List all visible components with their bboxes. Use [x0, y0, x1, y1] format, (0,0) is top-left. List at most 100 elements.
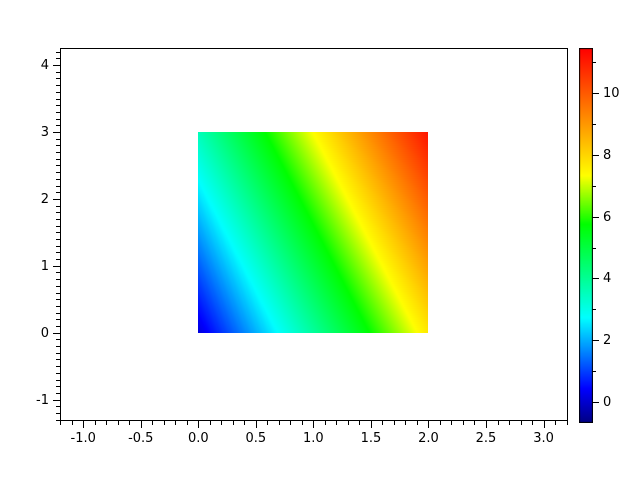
x-minor-tick	[566, 421, 568, 425]
x-major-tick	[313, 421, 315, 428]
x-minor-tick	[324, 421, 326, 425]
y-minor-tick	[56, 185, 60, 187]
x-minor-tick	[106, 421, 108, 425]
colorbar-tick-label: 6	[603, 209, 612, 225]
x-minor-tick	[94, 421, 96, 425]
y-minor-tick	[56, 125, 60, 127]
y-minor-tick	[56, 252, 60, 254]
x-tick-label: -1.0	[70, 431, 96, 446]
y-major-tick	[53, 198, 60, 200]
colorbar-tick-label: 0	[603, 394, 612, 410]
x-tick-label: 0.0	[187, 431, 209, 446]
x-minor-tick	[405, 421, 407, 425]
colorbar-tick-label: 8	[603, 147, 612, 163]
y-tick-label: 4	[40, 58, 49, 74]
x-minor-tick	[129, 421, 131, 425]
x-tick-label: 0.5	[245, 431, 267, 446]
x-minor-tick	[152, 421, 154, 425]
x-minor-tick	[520, 421, 522, 425]
x-minor-tick	[532, 421, 534, 425]
x-minor-tick	[278, 421, 280, 425]
colorbar-tick-label: 10	[603, 86, 620, 102]
y-minor-tick	[56, 218, 60, 220]
y-tick-label: -1	[36, 392, 49, 408]
x-minor-tick	[439, 421, 441, 425]
y-minor-tick	[56, 292, 60, 294]
y-minor-tick	[56, 259, 60, 261]
y-major-tick	[53, 132, 60, 133]
y-minor-tick	[56, 392, 60, 394]
y-minor-tick	[56, 339, 60, 341]
x-minor-tick	[497, 421, 499, 425]
y-minor-tick	[56, 379, 60, 381]
y-major-tick	[53, 399, 60, 401]
colorbar-gradient	[579, 48, 593, 423]
y-minor-tick	[56, 299, 60, 301]
x-minor-tick	[474, 421, 476, 425]
y-minor-tick	[56, 165, 60, 167]
y-minor-tick	[56, 192, 60, 194]
colorbar-minor-tick	[592, 62, 596, 64]
x-minor-tick	[555, 421, 557, 425]
x-minor-tick	[175, 421, 177, 425]
colorbar-major-tick	[592, 154, 599, 156]
x-tick-label: -0.5	[128, 431, 154, 446]
colorbar-minor-tick	[592, 309, 596, 311]
x-minor-tick	[359, 421, 361, 425]
y-minor-tick	[56, 285, 60, 287]
x-minor-tick	[244, 421, 246, 425]
y-tick-label: 1	[40, 258, 49, 274]
y-minor-tick	[56, 225, 60, 227]
y-minor-tick	[56, 205, 60, 207]
x-tick-label: 3.0	[533, 431, 554, 446]
x-minor-tick	[163, 421, 165, 425]
y-minor-tick	[56, 178, 60, 180]
x-major-tick	[140, 421, 142, 428]
y-minor-tick	[56, 58, 60, 60]
y-minor-tick	[56, 359, 60, 361]
y-minor-tick	[56, 152, 60, 154]
x-major-tick	[428, 421, 430, 428]
y-minor-tick	[56, 279, 60, 281]
y-major-tick	[53, 332, 60, 334]
y-major-tick	[53, 265, 60, 267]
x-minor-tick	[71, 421, 73, 425]
x-minor-tick	[451, 421, 453, 425]
y-minor-tick	[56, 372, 60, 374]
x-minor-tick	[347, 421, 349, 425]
y-minor-tick	[56, 51, 60, 53]
x-major-tick	[198, 421, 200, 428]
colorbar-major-tick	[592, 216, 599, 218]
x-minor-tick	[221, 421, 223, 425]
y-minor-tick	[56, 305, 60, 307]
x-tick-label: 2.0	[418, 431, 439, 446]
x-minor-tick	[416, 421, 418, 425]
y-minor-tick	[56, 118, 60, 120]
y-tick-label: 3	[40, 125, 49, 140]
x-minor-tick	[393, 421, 395, 425]
x-minor-tick	[117, 421, 119, 425]
y-minor-tick	[56, 111, 60, 113]
colorbar-minor-tick	[592, 185, 596, 187]
colorbar-minor-tick	[592, 247, 596, 249]
y-minor-tick	[56, 239, 60, 241]
y-minor-tick	[56, 105, 60, 107]
x-tick-label: 2.5	[475, 431, 497, 446]
y-minor-tick	[56, 245, 60, 247]
colorbar-minor-tick	[592, 123, 596, 125]
colorbar-major-tick	[592, 93, 599, 95]
y-minor-tick	[56, 232, 60, 234]
y-minor-tick	[56, 158, 60, 160]
colorbar-major-tick	[592, 401, 599, 403]
x-minor-tick	[382, 421, 384, 425]
x-tick-label: 1.5	[360, 431, 382, 446]
y-minor-tick	[56, 352, 60, 354]
y-minor-tick	[56, 91, 60, 93]
heatmap-image	[198, 132, 428, 333]
x-major-tick	[83, 421, 85, 428]
x-major-tick	[543, 421, 545, 428]
y-minor-tick	[56, 272, 60, 274]
colorbar-tick-label: 4	[603, 271, 612, 287]
x-minor-tick	[290, 421, 292, 425]
